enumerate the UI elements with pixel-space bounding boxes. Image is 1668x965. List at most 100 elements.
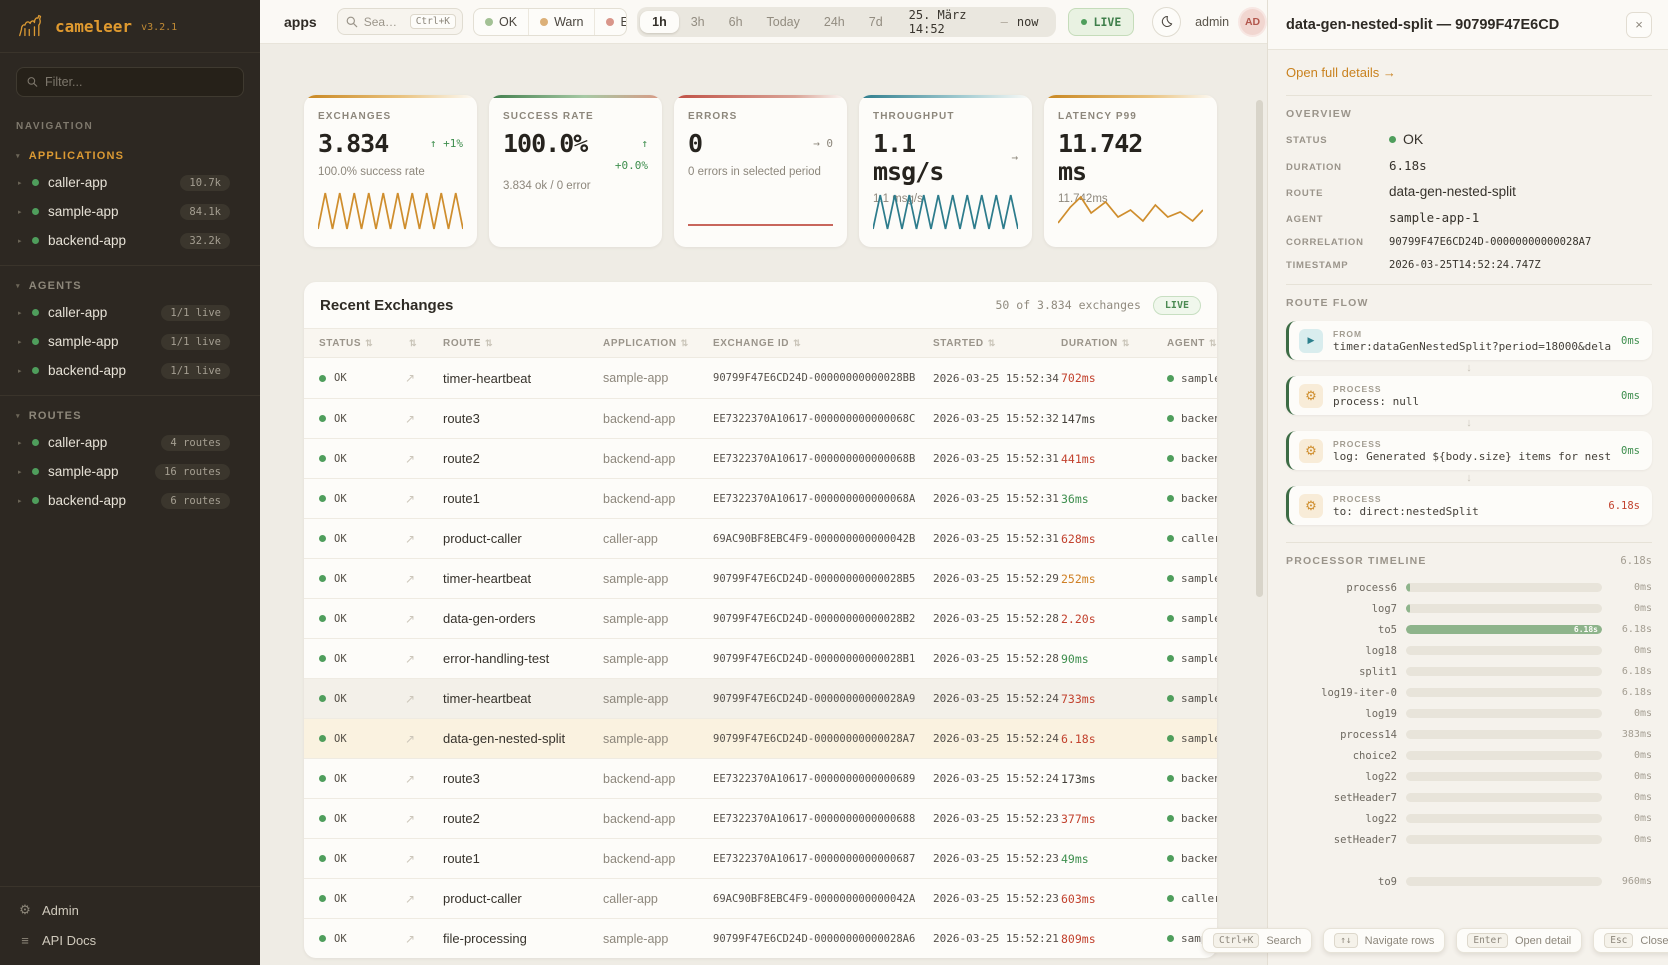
sidebar-item-caller-app-agent[interactable]: ▸ caller-app 1/1 live <box>0 298 260 327</box>
open-detail-icon[interactable]: ↗ <box>405 371 416 385</box>
flow-step-from[interactable]: ▶ FROM timer:dataGenNestedSplit?period=1… <box>1286 321 1652 360</box>
divider <box>1286 95 1652 96</box>
column-exchange-id[interactable]: EXCHANGE ID ⇅ <box>713 337 802 349</box>
table-row[interactable]: OK ↗ route3 backend-app EE7322370A10617-… <box>304 398 1217 438</box>
range-3h[interactable]: 3h <box>690 14 705 29</box>
table-row[interactable]: OK ↗ file-processing sample-app 90799F47… <box>304 918 1217 958</box>
duration-cell: 809ms <box>1061 931 1096 946</box>
sidebar-item-caller-app-routes[interactable]: ▸ caller-app 4 routes <box>0 428 260 457</box>
timeline-row: process6 0ms <box>1346 581 1652 594</box>
exchange-id-cell: 90799F47E6CD24D-00000000000028B2 <box>713 612 916 625</box>
section-header-routes[interactable]: ▾ ROUTES <box>16 410 82 422</box>
route-cell: route1 <box>443 491 480 506</box>
column-expand[interactable]: ⇅ <box>405 338 443 349</box>
table-row[interactable]: OK ↗ timer-heartbeat sample-app 90799F47… <box>304 358 1217 398</box>
warn-dot <box>540 17 549 26</box>
filter-ok[interactable]: OK <box>474 9 528 35</box>
sidebar-item-sample-app-agent[interactable]: ▸ sample-app 1/1 live <box>0 327 260 356</box>
hint-close-panel: Esc Close panel <box>1593 928 1668 953</box>
sidebar-item-backend-app-routes[interactable]: ▸ backend-app 6 routes <box>0 486 260 515</box>
search-box[interactable]: Ctrl+K <box>336 8 464 35</box>
status-filter-group: OK Warn E <box>473 7 628 36</box>
open-detail-icon[interactable]: ↗ <box>405 571 416 586</box>
table-row[interactable]: OK ↗ route3 backend-app EE7322370A10617-… <box>304 758 1217 798</box>
table-row[interactable]: OK ↗ timer-heartbeat sample-app 90799F47… <box>304 558 1217 598</box>
open-detail-icon[interactable]: ↗ <box>405 491 416 506</box>
table-row[interactable]: OK ↗ route2 backend-app EE7322370A10617-… <box>304 438 1217 478</box>
range-24h[interactable]: 24h <box>823 14 845 29</box>
section-header-applications[interactable]: ▾ APPLICATIONS <box>16 150 125 162</box>
table-row[interactable]: OK ↗ error-handling-test sample-app 9079… <box>304 638 1217 678</box>
avatar[interactable]: AD <box>1238 6 1268 37</box>
search-input[interactable] <box>363 14 404 29</box>
table-row[interactable]: OK ↗ timer-heartbeat sample-app 90799F47… <box>304 678 1217 718</box>
table-row-selected[interactable]: OK ↗ data-gen-nested-split sample-app 90… <box>304 718 1217 758</box>
exchange-count: 50 of 3.834 exchanges <box>995 298 1141 312</box>
theme-toggle-button[interactable] <box>1152 6 1182 37</box>
table-row[interactable]: OK ↗ route1 backend-app EE7322370A10617-… <box>304 478 1217 518</box>
open-full-details-link[interactable]: Open full details → <box>1286 65 1396 80</box>
scrollbar[interactable] <box>1256 100 1263 597</box>
search-shortcut-chip: Ctrl+K <box>409 14 457 29</box>
range-6h[interactable]: 6h <box>728 14 743 29</box>
column-started[interactable]: STARTED ⇅ <box>933 337 996 349</box>
kpi-delta2: +0.0% <box>614 158 648 172</box>
filter-error[interactable]: E <box>594 8 626 35</box>
status-dot <box>319 575 326 582</box>
open-detail-icon[interactable]: ↗ <box>405 611 416 626</box>
column-agent[interactable]: AGENT ⇅ <box>1167 337 1217 349</box>
sidebar-item-api-docs[interactable]: ≡ API Docs <box>0 925 260 955</box>
table-row[interactable]: OK ↗ product-caller caller-app 69AC90BF8… <box>304 518 1217 558</box>
flow-step-process-3[interactable]: ⚙ PROCESS to: direct:nestedSplit 6.18s <box>1286 486 1652 525</box>
close-button[interactable]: × <box>1626 11 1652 38</box>
kpi-value: 1.1 msg/s <box>873 129 944 186</box>
overview-correlation-row: CORRELATION 90799F47E6CD24D-000000000000… <box>1286 236 1592 248</box>
open-detail-icon[interactable]: ↗ <box>405 411 416 426</box>
filter-warn[interactable]: Warn <box>528 8 594 35</box>
table-row[interactable]: OK ↗ product-caller caller-app 69AC90BF8… <box>304 878 1217 918</box>
sidebar-item-backend-app-agent[interactable]: ▸ backend-app 1/1 live <box>0 356 260 385</box>
open-detail-icon[interactable]: ↗ <box>405 651 416 666</box>
column-application[interactable]: APPLICATION ⇅ <box>603 337 689 349</box>
range-7d[interactable]: 7d <box>868 14 883 29</box>
open-detail-icon[interactable]: ↗ <box>405 811 416 826</box>
open-detail-icon[interactable]: ↗ <box>405 691 416 706</box>
table-row[interactable]: OK ↗ route2 backend-app EE7322370A10617-… <box>304 798 1217 838</box>
flow-step-process-1[interactable]: ⚙ PROCESS process: null 0ms <box>1286 376 1652 415</box>
open-detail-icon[interactable]: ↗ <box>405 771 416 786</box>
live-badge: 1/1 live <box>161 304 230 321</box>
sidebar-filter[interactable] <box>16 67 244 97</box>
column-route[interactable]: ROUTE ⇅ <box>443 337 494 349</box>
sort-icon: ⇅ <box>365 337 374 348</box>
live-badge: LIVE <box>1152 295 1201 315</box>
sidebar-item-admin[interactable]: ⚙ Admin <box>19 902 79 918</box>
open-detail-icon[interactable]: ↗ <box>405 891 416 906</box>
sort-icon: ⇅ <box>987 337 996 348</box>
live-toggle-button[interactable]: LIVE <box>1067 7 1135 36</box>
flow-step-process-2[interactable]: ⚙ PROCESS log: Generated ${body.size} it… <box>1286 431 1652 470</box>
timeline-row: setHeader7 0ms <box>1333 833 1652 846</box>
open-detail-icon[interactable]: ↗ <box>405 451 416 466</box>
open-detail-icon[interactable]: ↗ <box>405 851 416 866</box>
table-row[interactable]: OK ↗ data-gen-orders sample-app 90799F47… <box>304 598 1217 638</box>
application-cell: sample-app <box>603 931 669 946</box>
overview-status-row: STATUS OK <box>1286 131 1424 147</box>
open-detail-icon[interactable]: ↗ <box>405 531 416 546</box>
section-header-agents[interactable]: ▾ AGENTS <box>16 280 82 292</box>
column-duration[interactable]: DURATION ⇅ <box>1061 337 1130 349</box>
range-1h[interactable]: 1h <box>640 10 679 33</box>
open-detail-icon[interactable]: ↗ <box>405 931 416 946</box>
sidebar-item-backend-app[interactable]: ▸ backend-app 32.2k <box>0 226 260 255</box>
duration-cell: 733ms <box>1061 691 1096 706</box>
keyboard-hints: Ctrl+K Search ↑↓ Navigate rows Enter Ope… <box>1202 928 1668 953</box>
filter-input[interactable] <box>44 75 233 89</box>
sidebar-item-sample-app[interactable]: ▸ sample-app 84.1k <box>0 197 260 226</box>
sidebar-item-caller-app[interactable]: ▸ caller-app 10.7k <box>0 168 260 197</box>
table-row[interactable]: OK ↗ route1 backend-app EE7322370A10617-… <box>304 838 1217 878</box>
open-detail-icon[interactable]: ↗ <box>405 731 416 746</box>
column-status[interactable]: STATUS ⇅ <box>319 337 374 349</box>
range-today[interactable]: Today <box>766 14 800 29</box>
date-range[interactable]: 25. März 14:52 — now <box>895 8 1053 36</box>
routes-badge: 6 routes <box>161 492 230 509</box>
sidebar-item-sample-app-routes[interactable]: ▸ sample-app 16 routes <box>0 457 260 486</box>
